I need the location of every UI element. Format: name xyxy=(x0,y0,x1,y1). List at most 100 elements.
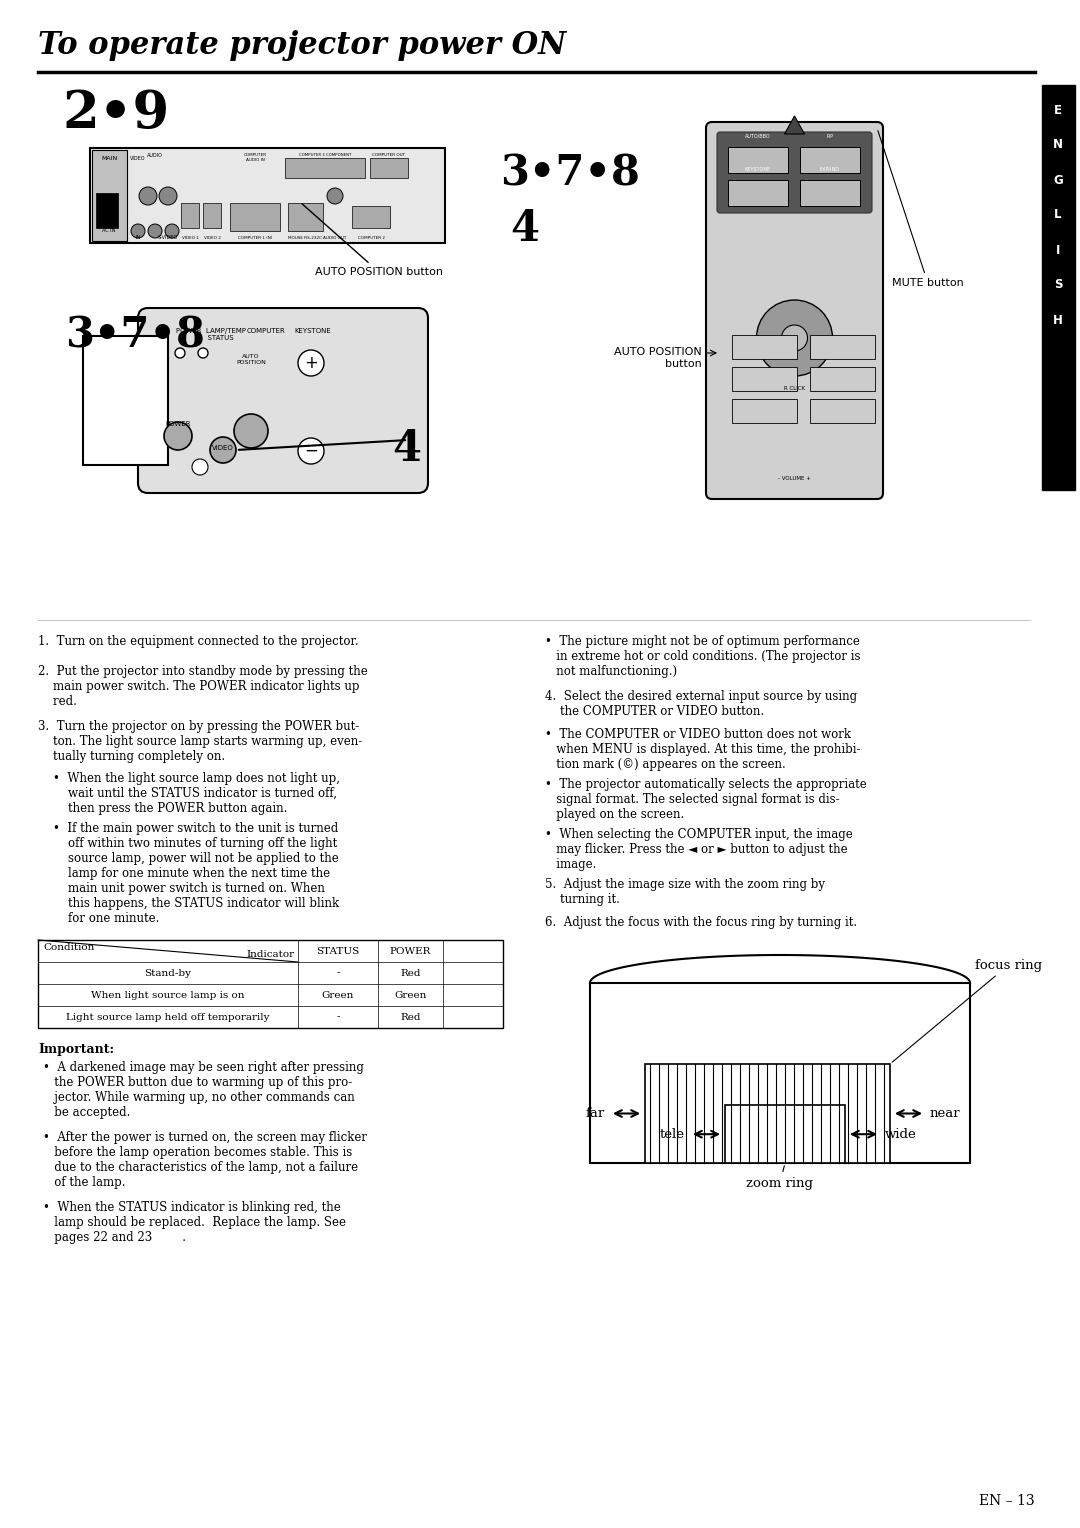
Text: N: N xyxy=(1053,139,1063,151)
Text: MUTE button: MUTE button xyxy=(878,130,963,287)
Text: 4: 4 xyxy=(392,428,421,471)
Text: PiP: PiP xyxy=(826,134,834,139)
Text: •  The projector automatically selects the appropriate
   signal format. The sel: • The projector automatically selects th… xyxy=(545,778,867,821)
Text: wide: wide xyxy=(885,1128,917,1141)
Text: To operate projector power ON: To operate projector power ON xyxy=(38,31,566,61)
Text: zoom ring: zoom ring xyxy=(746,1166,813,1190)
Bar xyxy=(38,940,503,1028)
FancyBboxPatch shape xyxy=(138,309,428,494)
Text: I: I xyxy=(1056,243,1061,257)
Text: AUTO
POSITION: AUTO POSITION xyxy=(237,354,266,365)
Text: COMPUTER OUT: COMPUTER OUT xyxy=(373,153,406,157)
Bar xyxy=(810,399,875,423)
Text: VIDEO 1: VIDEO 1 xyxy=(181,235,199,240)
Text: MOUSE RS-232C: MOUSE RS-232C xyxy=(288,235,322,240)
Text: EN – 13: EN – 13 xyxy=(980,1494,1035,1508)
Circle shape xyxy=(298,350,324,376)
Text: AUDIO OUT: AUDIO OUT xyxy=(323,235,347,240)
Bar xyxy=(800,147,860,173)
Bar xyxy=(90,148,445,243)
Bar xyxy=(732,399,797,423)
Bar xyxy=(352,206,390,228)
Text: •  A darkened image may be seen right after pressing
   the POWER button due to : • A darkened image may be seen right aft… xyxy=(43,1060,364,1118)
Text: EXPAND: EXPAND xyxy=(820,167,840,173)
Bar xyxy=(590,983,970,1163)
Text: focus ring: focus ring xyxy=(892,958,1042,1062)
Bar xyxy=(728,180,788,206)
Text: COMPUTER: COMPUTER xyxy=(246,329,285,335)
Text: Indicator: Indicator xyxy=(247,950,295,960)
Text: −: − xyxy=(305,442,318,460)
Text: AUDIO: AUDIO xyxy=(147,153,163,157)
Bar xyxy=(732,367,797,391)
Text: far: far xyxy=(585,1106,605,1120)
Text: COMPUTER 1 (N): COMPUTER 1 (N) xyxy=(238,235,272,240)
Text: •  After the power is turned on, the screen may flicker
   before the lamp opera: • After the power is turned on, the scre… xyxy=(43,1131,367,1189)
Text: AUTO/BBO: AUTO/BBO xyxy=(745,134,771,139)
Bar xyxy=(1042,86,1075,490)
Bar xyxy=(810,367,875,391)
Text: VIDEO: VIDEO xyxy=(131,156,146,160)
Bar xyxy=(732,335,797,359)
Text: - VOLUME +: - VOLUME + xyxy=(778,477,811,481)
Text: •  When selecting the COMPUTER input, the image
   may flicker. Press the ◄ or ►: • When selecting the COMPUTER input, the… xyxy=(545,828,853,871)
Bar xyxy=(810,335,875,359)
Text: Red: Red xyxy=(401,1013,421,1022)
Text: VIDEO: VIDEO xyxy=(212,445,234,451)
Text: Green: Green xyxy=(322,990,354,999)
Bar xyxy=(645,1063,890,1163)
Text: AUTO POSITION
button: AUTO POSITION button xyxy=(615,347,702,368)
Text: •  The picture might not be of optimum performance
   in extreme hot or cold con: • The picture might not be of optimum pe… xyxy=(545,636,861,678)
Text: 3•7•8: 3•7•8 xyxy=(65,315,205,358)
Text: -: - xyxy=(336,969,340,978)
Text: IN: IN xyxy=(135,235,140,240)
Text: POWER: POWER xyxy=(390,946,431,955)
Text: POWER  LAMP/TEMP
              STATUS: POWER LAMP/TEMP STATUS xyxy=(176,329,246,341)
Text: Red: Red xyxy=(401,969,421,978)
Bar xyxy=(285,157,365,177)
FancyBboxPatch shape xyxy=(717,131,872,212)
Polygon shape xyxy=(784,116,805,134)
Text: 2.  Put the projector into standby mode by pressing the
    main power switch. T: 2. Put the projector into standby mode b… xyxy=(38,665,368,707)
Text: Light source lamp held off temporarily: Light source lamp held off temporarily xyxy=(66,1013,270,1022)
Circle shape xyxy=(159,186,177,205)
Text: 1.  Turn on the equipment connected to the projector.: 1. Turn on the equipment connected to th… xyxy=(38,636,359,648)
Circle shape xyxy=(210,437,237,463)
Text: STATUS: STATUS xyxy=(316,946,360,955)
Text: AUTO POSITION button: AUTO POSITION button xyxy=(302,203,443,277)
Text: •  When the light source lamp does not light up,
    wait until the STATUS indic: • When the light source lamp does not li… xyxy=(53,772,340,814)
Text: POWER: POWER xyxy=(165,422,191,426)
Circle shape xyxy=(298,439,324,465)
Bar xyxy=(83,336,168,465)
FancyBboxPatch shape xyxy=(706,122,883,500)
Text: KEYSTONE: KEYSTONE xyxy=(745,167,771,173)
Text: R CLICK: R CLICK xyxy=(784,385,805,391)
Text: S-VIDEO: S-VIDEO xyxy=(158,235,178,240)
Circle shape xyxy=(148,225,162,238)
Text: Important:: Important: xyxy=(38,1044,114,1056)
Bar xyxy=(230,203,280,231)
Text: 3.  Turn the projector on by pressing the POWER but-
    ton. The light source l: 3. Turn the projector on by pressing the… xyxy=(38,720,362,762)
Text: VIDEO 2: VIDEO 2 xyxy=(203,235,220,240)
Bar xyxy=(92,150,127,241)
Circle shape xyxy=(164,422,192,451)
Bar xyxy=(370,157,408,177)
Circle shape xyxy=(139,186,157,205)
Circle shape xyxy=(165,225,179,238)
Text: E: E xyxy=(1054,104,1062,116)
Text: KEYSTONE: KEYSTONE xyxy=(295,329,332,335)
Text: +: + xyxy=(305,354,318,371)
Bar xyxy=(288,203,323,231)
Text: Condition: Condition xyxy=(43,943,94,952)
Text: 3•7•8: 3•7•8 xyxy=(500,151,639,194)
Circle shape xyxy=(327,188,343,205)
Text: Green: Green xyxy=(394,990,427,999)
Text: When light source lamp is on: When light source lamp is on xyxy=(91,990,245,999)
Text: •  The COMPUTER or VIDEO button does not work
   when MENU is displayed. At this: • The COMPUTER or VIDEO button does not … xyxy=(545,727,861,772)
Text: Stand-by: Stand-by xyxy=(145,969,191,978)
Bar xyxy=(728,147,788,173)
Circle shape xyxy=(756,299,833,376)
Text: 6.  Adjust the focus with the focus ring by turning it.: 6. Adjust the focus with the focus ring … xyxy=(545,915,858,929)
Bar xyxy=(725,1105,845,1163)
Text: S: S xyxy=(1054,278,1063,292)
